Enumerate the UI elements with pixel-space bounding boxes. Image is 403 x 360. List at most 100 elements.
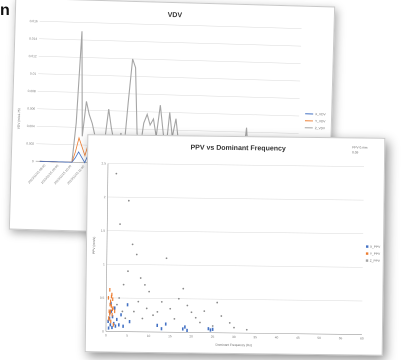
ppv-annotation-line-2: 0.09: [352, 150, 358, 154]
ppv-point-y: [109, 312, 111, 316]
ppv-point-z: [169, 307, 172, 310]
ppv-point-x: [126, 303, 129, 307]
ppv-point-x: [181, 327, 184, 331]
ppv-point-x: [113, 306, 116, 310]
ppv-point-x: [209, 328, 212, 332]
ppv-point-z: [233, 326, 235, 329]
ppv-point-z: [228, 321, 231, 324]
vdv-y-tick-label: 0.004: [27, 124, 35, 128]
ppv-point-z: [211, 325, 214, 327]
ppv-legend-swatch: [365, 259, 369, 262]
ppv-point-z: [135, 253, 138, 256]
ppv-y-tick-label: 2: [104, 195, 106, 199]
ppv-point-z: [152, 314, 154, 317]
vdv-y-tick-label: 0.002: [26, 142, 34, 146]
ppv-point-z: [190, 311, 193, 314]
vdv-legend-label: Z_VDV: [315, 126, 326, 130]
ppv-point-z: [116, 303, 118, 306]
ppv-gridline: [105, 331, 362, 335]
ppv-scatter-chart: PPV vs Dominant Frequency PPV 0.mm 0.09 …: [92, 144, 381, 347]
ppv-point-y: [109, 287, 111, 292]
ppv-point-x: [186, 328, 188, 333]
ppv-point-y: [112, 297, 114, 302]
vdv-gridline: [39, 38, 302, 47]
ppv-point-x: [164, 322, 167, 326]
ppv-point-y: [110, 294, 113, 299]
vdv-y-tick-label: 0: [32, 159, 34, 163]
ppv-point-z: [199, 321, 201, 324]
ppv-point-x: [111, 325, 113, 330]
vdv-gridline: [37, 108, 300, 117]
ppv-point-z: [165, 257, 168, 260]
ppv-y-tick-label: 1: [103, 262, 105, 266]
ppv-x-tick-label: 50: [317, 336, 321, 340]
ppv-gridline: [107, 163, 364, 167]
ppv-legend-label: Z_PPV: [370, 259, 381, 263]
ppv-point-x: [211, 327, 214, 331]
ppv-x-axis-label: Dominant Frequency (Hz): [216, 343, 253, 347]
ppv-x-tick-label: 45: [296, 336, 300, 340]
ppv-y-axis-line: [105, 163, 109, 332]
cropped-text-fragment: n: [0, 2, 10, 19]
ppv-point-x: [160, 327, 163, 331]
vdv-legend-label: X_VDV: [315, 112, 326, 116]
ppv-legend-label: Y_PPV: [370, 252, 381, 256]
vdv-y-tick-label: 0.008: [28, 89, 36, 93]
ppv-point-z: [122, 283, 125, 286]
ppv-point-x: [128, 320, 131, 324]
ppv-point-x: [109, 323, 112, 327]
ppv-x-tick-label: 35: [253, 335, 257, 339]
ppv-point-z: [141, 317, 144, 320]
ppv-point-z: [203, 310, 206, 313]
ppv-x-tick-label: 0: [105, 333, 107, 337]
vdv-gridline: [37, 90, 300, 99]
vdv-gridline: [38, 56, 301, 64]
ppv-point-z: [148, 290, 151, 293]
ppv-point-x: [156, 323, 159, 327]
ppv-point-z: [115, 172, 118, 175]
ppv-point-z: [118, 297, 121, 299]
ppv-point-y: [111, 307, 114, 312]
ppv-y-tick-label: 0: [102, 329, 104, 333]
vdv-chart-title: VDV: [168, 12, 183, 19]
ppv-point-z: [119, 223, 121, 225]
ppv-chart-title: PPV vs Dominant Frequency: [190, 144, 285, 152]
ppv-point-z: [245, 328, 248, 331]
ppv-point-z: [121, 310, 124, 313]
ppv-x-tick-label: 20: [189, 334, 193, 338]
ppv-annotation-line-1: PPV 0.mm: [352, 145, 368, 149]
vdv-gridline: [38, 73, 301, 82]
ppv-point-y: [114, 309, 116, 314]
ppv-point-z: [127, 199, 130, 202]
ppv-point-z: [127, 270, 129, 273]
ppv-x-tick-label: 40: [275, 335, 279, 339]
ppv-point-x: [122, 324, 124, 328]
ppv-x-tick-label: 5: [126, 334, 128, 338]
ppv-x-tick-label: 55: [339, 336, 343, 340]
ppv-x-tick-label: 10: [147, 334, 151, 338]
ppv-point-x: [107, 326, 110, 330]
vdv-y-tick-label: 0.012: [29, 54, 37, 58]
ppv-y-axis-label: PPV (mm/s): [92, 237, 96, 254]
ppv-legend-swatch: [365, 245, 369, 248]
ppv-point-y: [107, 296, 110, 300]
ppv-point-x: [120, 313, 122, 317]
ppv-point-z: [132, 310, 135, 313]
ppv-point-z: [220, 315, 223, 317]
ppv-point-x: [117, 323, 120, 327]
ppv-point-y: [110, 319, 112, 324]
ppv-point-z: [139, 277, 142, 279]
ppv-point-y: [109, 302, 111, 307]
ppv-x-tick-label: 25: [211, 335, 215, 339]
ppv-gridline: [106, 263, 363, 268]
ppv-x-tick-label: 30: [232, 335, 236, 339]
ppv-gridline: [107, 196, 364, 201]
ppv-point-z: [131, 243, 134, 246]
ppv-y-tick-label: 1.5: [101, 229, 106, 233]
ppv-point-y: [109, 299, 112, 304]
ppv-point-z: [173, 317, 176, 320]
ppv-chart-sheet: PPV vs Dominant Frequency PPV 0.mm 0.09 …: [84, 134, 386, 356]
ppv-point-z: [144, 284, 146, 286]
ppv-legend-swatch: [365, 252, 369, 255]
ppv-point-y: [108, 309, 110, 314]
